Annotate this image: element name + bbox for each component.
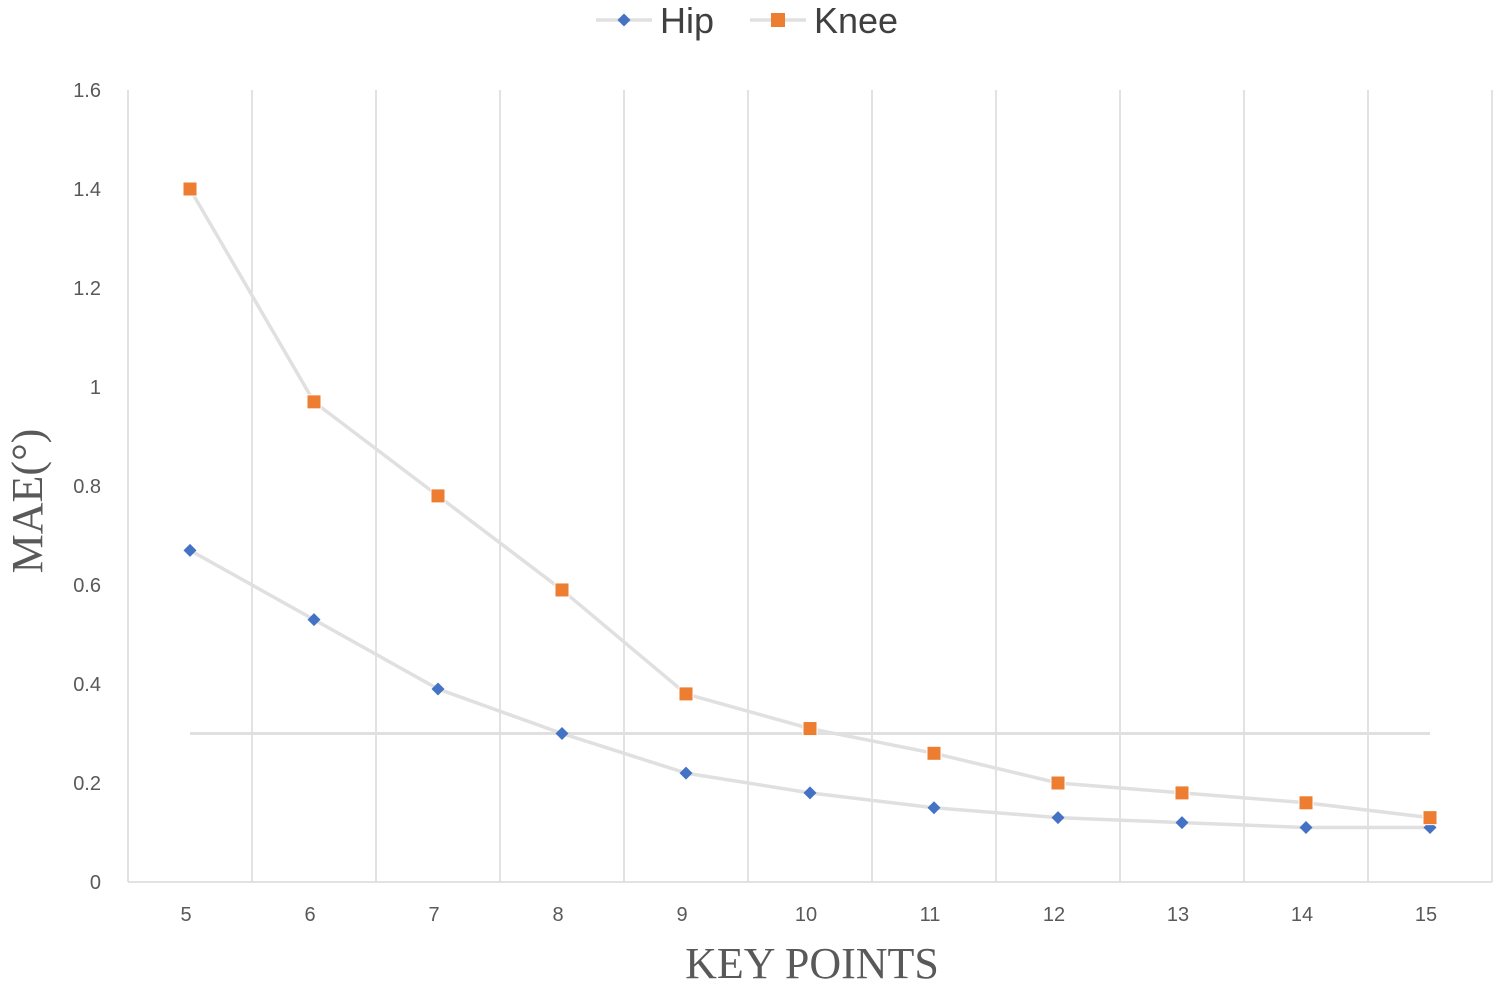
y-tick-label: 0.4: [73, 674, 101, 696]
knee-point: [926, 745, 942, 761]
hip-point: [1175, 816, 1189, 830]
knee-point: [678, 686, 694, 702]
hip-point: [1051, 811, 1065, 825]
y-tick-label: 1.4: [73, 179, 101, 201]
y-tick-label: 1.6: [73, 80, 101, 102]
hip-point: [803, 786, 817, 800]
hip-point: [927, 801, 941, 815]
knee-point: [182, 181, 198, 197]
x-tick-label: 6: [304, 904, 315, 926]
gridlines: [127, 90, 1493, 883]
y-tick-label: 0: [90, 872, 101, 894]
x-tick-label: 9: [676, 904, 687, 926]
knee-point: [1050, 775, 1066, 791]
hip-point: [1299, 821, 1313, 835]
y-tick-labels: 0 0.2 0.4 0.6 0.8 1 1.2 1.4 1.6: [73, 80, 101, 894]
hip-point: [431, 682, 445, 696]
x-tick-label: 15: [1415, 904, 1437, 926]
x-tick-label: 12: [1043, 904, 1065, 926]
knee-legend-marker: [771, 13, 785, 27]
knee-point: [306, 394, 322, 410]
knee-point: [802, 721, 818, 737]
hip-point: [183, 543, 197, 557]
y-tick-label: 1: [90, 377, 101, 399]
x-tick-label: 7: [428, 904, 439, 926]
hip-point: [555, 727, 569, 740]
x-tick-label: 14: [1291, 904, 1313, 926]
hip-point: [307, 613, 321, 627]
x-tick-label: 11: [920, 904, 941, 926]
x-tick-labels: 5 6 7 8 9 10 11 12 13 14 15: [180, 904, 1437, 926]
series-layer: [182, 181, 1438, 835]
y-tick-label: 0.8: [73, 476, 101, 498]
knee-point: [1174, 785, 1190, 801]
x-tick-label: 10: [795, 904, 817, 926]
knee-point: [554, 582, 570, 598]
x-tick-label: 13: [1167, 904, 1189, 926]
hip-legend-marker: [617, 13, 631, 27]
y-tick-label: 1.2: [73, 278, 101, 300]
x-tick-label: 8: [552, 904, 563, 926]
x-axis-title: KEY POINTS: [685, 939, 939, 985]
legend: Hip Knee: [596, 0, 898, 41]
knee-point: [1298, 795, 1314, 811]
knee-legend-label: Knee: [814, 0, 898, 41]
x-tick-label: 5: [180, 904, 191, 926]
y-axis-title: MAE(°): [3, 429, 52, 574]
hip-legend-label: Hip: [660, 0, 714, 41]
hip-point: [679, 766, 693, 780]
y-tick-label: 0.2: [73, 773, 101, 795]
knee-point: [430, 488, 446, 504]
knee-point: [1422, 810, 1438, 826]
y-tick-label: 0.6: [73, 575, 101, 597]
